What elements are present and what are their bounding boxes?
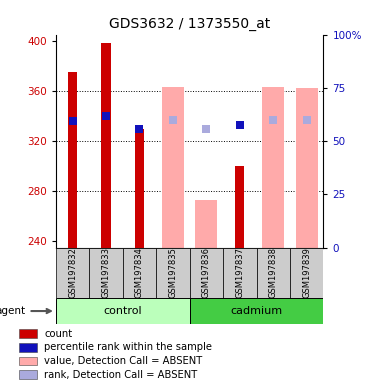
Bar: [19, 370, 37, 379]
Text: control: control: [104, 306, 142, 316]
Bar: [56, 298, 189, 324]
Bar: [89, 248, 123, 298]
Bar: [123, 248, 156, 298]
Bar: [19, 343, 37, 352]
Text: agent: agent: [0, 306, 51, 316]
Bar: [296, 88, 318, 248]
Bar: [162, 87, 184, 248]
Bar: [223, 248, 256, 298]
Text: GSM197839: GSM197839: [302, 247, 311, 298]
Bar: [156, 248, 189, 298]
Bar: [56, 248, 89, 298]
Bar: [189, 248, 223, 298]
Text: count: count: [44, 329, 72, 339]
Bar: [196, 200, 217, 248]
Bar: [19, 329, 37, 338]
Bar: [189, 298, 323, 324]
Bar: [19, 357, 37, 365]
Bar: [101, 43, 110, 248]
Text: GSM197837: GSM197837: [235, 247, 244, 298]
Bar: [235, 166, 244, 248]
Text: GSM197835: GSM197835: [168, 247, 177, 298]
Bar: [135, 129, 144, 248]
Text: percentile rank within the sample: percentile rank within the sample: [44, 342, 213, 352]
Text: GSM197832: GSM197832: [68, 247, 77, 298]
Bar: [290, 248, 323, 298]
Text: GSM197833: GSM197833: [102, 247, 110, 298]
Text: GSM197836: GSM197836: [202, 247, 211, 298]
Text: GSM197834: GSM197834: [135, 247, 144, 298]
Title: GDS3632 / 1373550_at: GDS3632 / 1373550_at: [109, 17, 270, 31]
Bar: [256, 248, 290, 298]
Bar: [262, 87, 284, 248]
Text: cadmium: cadmium: [231, 306, 283, 316]
Text: GSM197838: GSM197838: [269, 247, 278, 298]
Text: value, Detection Call = ABSENT: value, Detection Call = ABSENT: [44, 356, 203, 366]
Bar: [68, 72, 77, 248]
Text: rank, Detection Call = ABSENT: rank, Detection Call = ABSENT: [44, 370, 198, 380]
